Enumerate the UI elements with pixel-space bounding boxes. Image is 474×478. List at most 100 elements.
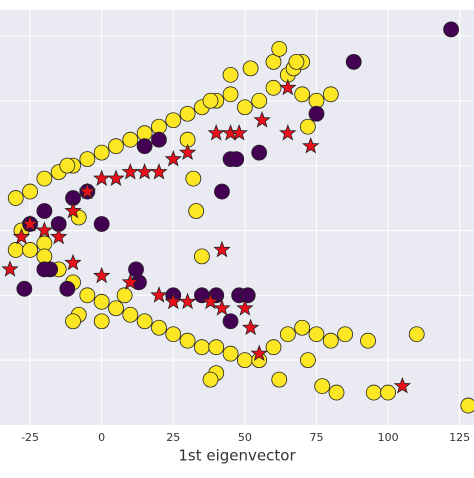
point [222, 66, 239, 83]
x-tick-label: 125 [449, 431, 470, 444]
point [122, 131, 139, 148]
point [360, 332, 376, 349]
point [239, 287, 256, 304]
point [179, 332, 196, 349]
point [65, 313, 81, 330]
point [251, 92, 268, 109]
star-point [121, 273, 139, 290]
point [222, 313, 239, 330]
star-point [21, 214, 39, 232]
point [165, 112, 182, 129]
point [408, 326, 425, 343]
point [136, 313, 153, 330]
point [202, 92, 219, 109]
star-point [213, 240, 231, 258]
point [222, 345, 239, 362]
point [271, 371, 288, 388]
point [222, 86, 239, 103]
point [108, 138, 124, 155]
point [59, 280, 76, 297]
point [128, 261, 144, 278]
point [294, 319, 311, 336]
point [228, 151, 245, 168]
star-point [64, 201, 82, 219]
point [308, 326, 325, 343]
point [116, 287, 133, 304]
star-point [393, 376, 412, 394]
point [79, 151, 96, 168]
star-point [164, 149, 182, 167]
star-point [253, 111, 271, 128]
point [36, 170, 53, 187]
star-point [35, 221, 54, 238]
point [365, 384, 382, 401]
star-point [279, 124, 297, 141]
point [7, 190, 24, 206]
star-point [213, 299, 231, 316]
star-point [93, 169, 111, 187]
x-tick-label: 75 [309, 431, 323, 444]
star-point [78, 182, 97, 199]
point [322, 332, 339, 349]
point [314, 378, 331, 394]
point [7, 242, 24, 258]
point [108, 300, 124, 317]
star-point [241, 318, 260, 336]
star-point [1, 260, 19, 277]
star-point [178, 292, 197, 310]
point [345, 53, 362, 70]
point [202, 371, 219, 388]
point [188, 203, 205, 219]
x-tick-label: 0 [98, 431, 105, 444]
point [151, 131, 167, 148]
point [242, 60, 259, 77]
point [443, 21, 459, 38]
star-point [201, 292, 220, 310]
star-point [207, 124, 225, 141]
star-point [150, 162, 168, 180]
x-tick-label: 25 [166, 431, 180, 444]
star-point [279, 78, 297, 96]
point [151, 319, 167, 336]
point [79, 287, 96, 304]
point [93, 313, 110, 330]
star-point [93, 266, 111, 284]
point [236, 99, 253, 116]
point [208, 339, 225, 356]
star-point [12, 227, 31, 245]
star-point [178, 143, 197, 161]
star-point [230, 124, 248, 141]
star-point [135, 162, 154, 180]
point [136, 138, 153, 155]
point [251, 144, 268, 161]
point [380, 384, 396, 401]
point [59, 157, 76, 174]
point [279, 326, 296, 343]
point [93, 216, 110, 232]
star-point [121, 162, 139, 180]
star-point [164, 292, 182, 310]
point [322, 86, 339, 103]
star-point [64, 253, 82, 271]
point [265, 339, 282, 356]
point [294, 86, 311, 103]
point [337, 326, 354, 343]
star-point [301, 137, 320, 154]
star-point [150, 286, 168, 303]
point [265, 79, 282, 96]
point [288, 53, 305, 70]
star-point [107, 169, 125, 187]
star-point [250, 344, 268, 362]
point [165, 326, 182, 343]
point [265, 53, 282, 70]
point [299, 352, 316, 369]
x-tick-label: 100 [378, 431, 399, 444]
x-tick-label: -25 [21, 431, 39, 444]
point [328, 384, 345, 401]
point [93, 293, 110, 310]
point [22, 183, 38, 200]
star-point [236, 299, 254, 316]
point [36, 261, 53, 278]
point [308, 105, 325, 122]
